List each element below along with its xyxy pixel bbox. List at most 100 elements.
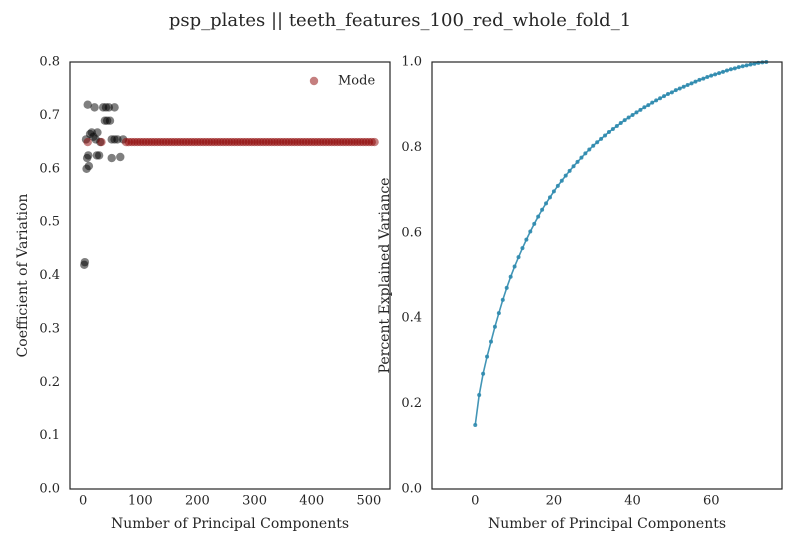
x-tick-label: 0	[79, 494, 87, 509]
line-marker	[544, 201, 549, 206]
line-marker	[732, 66, 737, 71]
line-marker	[748, 62, 753, 67]
y-tick-label: 0.7	[39, 108, 60, 123]
line-marker	[642, 105, 647, 110]
line-marker	[603, 133, 608, 138]
axes-frame	[431, 61, 783, 490]
x-tick-label: 100	[128, 494, 153, 509]
y-tick-label: 0.3	[39, 321, 60, 336]
scatter-point	[97, 137, 106, 147]
line-marker	[724, 68, 729, 73]
scatter-point	[83, 137, 92, 147]
scatter-point	[90, 103, 99, 112]
y-tick-label: 0.0	[401, 482, 422, 497]
line-marker	[500, 297, 505, 302]
line-marker	[705, 74, 710, 79]
line-marker	[571, 164, 576, 169]
line-marker	[618, 121, 623, 126]
scatter-point	[107, 153, 116, 163]
x-tick-label: 200	[185, 494, 210, 509]
scatter-point	[80, 257, 90, 267]
line-marker	[567, 168, 572, 173]
line-marker	[650, 100, 655, 105]
x-tick-label: 300	[242, 494, 267, 509]
line-marker	[693, 79, 698, 84]
line-marker	[622, 118, 627, 123]
line-marker	[555, 183, 560, 188]
line-marker	[528, 229, 533, 234]
line-marker	[713, 72, 718, 77]
legend-marker	[309, 76, 319, 86]
line-marker	[606, 130, 611, 135]
line-marker	[654, 98, 659, 103]
line-marker	[638, 107, 643, 112]
x-axis-label: Number of Principal Components	[111, 516, 349, 532]
line-marker	[587, 147, 592, 152]
line-marker	[728, 67, 733, 72]
line-marker	[677, 86, 682, 91]
x-tick-label: 40	[624, 494, 641, 509]
y-tick-label: 0.2	[39, 375, 60, 390]
line-marker	[669, 90, 674, 95]
line-marker	[575, 159, 580, 164]
line-marker	[595, 140, 600, 145]
line-marker	[634, 110, 639, 115]
y-tick-label: 0.6	[39, 161, 60, 176]
figure-title: psp_plates || teeth_features_100_red_who…	[169, 10, 631, 31]
line-marker	[516, 255, 521, 260]
line-marker	[736, 65, 741, 70]
line-marker	[540, 207, 545, 212]
line-marker	[559, 178, 564, 183]
line-marker	[689, 81, 694, 86]
line-marker	[496, 311, 501, 316]
line-marker	[492, 324, 497, 329]
line-marker	[508, 274, 513, 279]
x-tick-label: 60	[703, 494, 720, 509]
y-tick-label: 0.8	[401, 140, 422, 155]
line-marker	[599, 136, 604, 141]
line-marker	[520, 246, 525, 251]
line-marker	[583, 151, 588, 156]
x-axis-label: Number of Principal Components	[488, 516, 726, 532]
x-tick-label: 0	[471, 494, 479, 509]
line-marker	[504, 285, 509, 290]
line-marker	[665, 92, 670, 97]
line-marker	[524, 237, 529, 242]
line-marker	[614, 124, 619, 129]
line-marker	[658, 96, 663, 101]
line-marker	[610, 127, 615, 132]
scatter-point	[110, 103, 119, 112]
y-tick-label: 0.1	[39, 428, 60, 443]
line-marker	[673, 88, 678, 93]
x-tick-label: 500	[356, 494, 381, 509]
scatter-point	[116, 152, 125, 162]
line-marker	[697, 77, 702, 82]
line-marker	[744, 63, 749, 68]
scatter-point	[83, 100, 92, 109]
y-tick-label: 1.0	[401, 55, 422, 70]
line-marker	[709, 73, 714, 78]
line-marker	[563, 173, 568, 178]
line-marker	[536, 214, 541, 219]
scatter-point	[105, 116, 115, 125]
line-marker	[512, 264, 517, 269]
y-tick-label: 0.0	[39, 482, 60, 497]
line-marker	[488, 339, 493, 344]
line-marker	[681, 84, 686, 89]
line-marker	[481, 371, 486, 376]
line-marker	[626, 115, 631, 120]
line-marker	[721, 69, 726, 74]
x-tick-label: 400	[299, 494, 324, 509]
y-tick-label: 0.8	[39, 55, 60, 70]
scatter-point	[93, 128, 102, 137]
line-marker	[532, 221, 537, 226]
line	[474, 61, 767, 426]
line-marker	[630, 112, 635, 117]
line-marker	[662, 94, 667, 99]
line-marker	[547, 195, 552, 200]
line-marker	[701, 76, 706, 81]
y-tick-label: 0.5	[39, 215, 60, 230]
y-axis-label: Percent Explained Variance	[377, 178, 393, 374]
line-marker	[717, 71, 722, 76]
